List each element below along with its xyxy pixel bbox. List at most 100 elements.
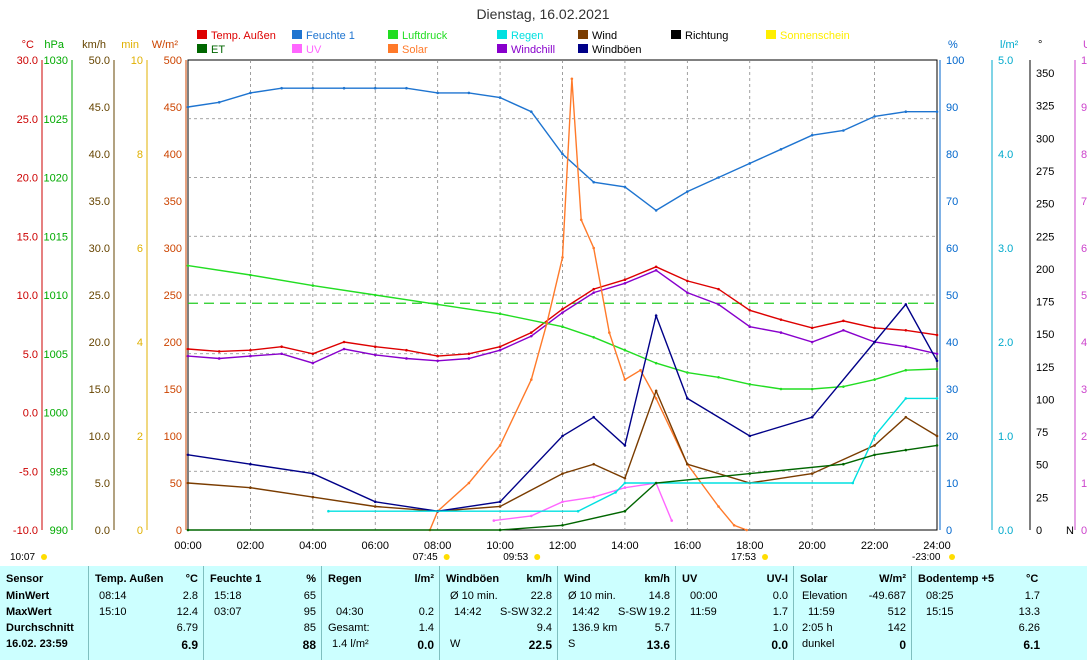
series-point	[529, 514, 533, 518]
solar-max-time: 11:59	[808, 606, 835, 618]
axis-tick-label: 325	[1036, 101, 1054, 113]
legend-swatch	[197, 30, 207, 39]
series-point	[748, 325, 752, 329]
series-point	[851, 481, 855, 485]
axis-tick-label: 20.0	[17, 173, 38, 185]
series-point	[467, 352, 471, 356]
axis-tick-label: 1025	[44, 114, 68, 126]
series-point	[561, 256, 564, 259]
x-tick-label: 16:00	[674, 540, 702, 552]
legend-label: UV	[306, 44, 322, 56]
col-sensor: Sensor MinWert MaxWert Durchschnitt 16.0…	[0, 566, 88, 660]
solar-max-value: 512	[887, 606, 906, 618]
regen-max-time: 04:30	[336, 606, 364, 618]
series-solar	[429, 78, 747, 531]
series-point	[623, 477, 627, 480]
axis-tick-label: 0	[1036, 525, 1042, 537]
boeen-header: Windböen	[446, 573, 500, 585]
series-point	[810, 415, 814, 419]
series-point	[373, 500, 377, 504]
legend-item: Feuchte 1	[292, 30, 355, 42]
series-point	[779, 148, 783, 151]
series-point	[654, 481, 658, 485]
legend-item: ET	[197, 44, 225, 56]
series-point	[529, 331, 533, 334]
sun-marker	[534, 554, 541, 560]
axis-tick-label: 10.0	[17, 290, 38, 302]
series-point	[373, 505, 377, 508]
series-point	[842, 462, 845, 466]
col-uv: UV UV-I 00:00 0.0 11:59 1.7 1.0 0.0	[675, 566, 794, 660]
axis-left-3: 10 8 6 4 2 0 min	[121, 39, 148, 537]
uv-current-value: 0.0	[771, 638, 788, 652]
axis-tick-label: 0	[137, 525, 143, 537]
series-point	[592, 495, 596, 499]
legend-item: Regen	[497, 30, 543, 42]
series-point	[373, 353, 377, 357]
series-point	[436, 303, 439, 306]
label-current: 16.02. 23:59	[6, 638, 68, 650]
series-point	[686, 462, 689, 466]
temp-max-time: 15:10	[99, 606, 127, 618]
grid: 00:00 02:00 04:00 06:00 08:00 10:00 12:00 14:00…	[174, 59, 951, 552]
temp-max-value: 12.4	[176, 606, 198, 618]
annotations: 10:07 07:45 09:53 17:53 -23:00	[10, 552, 956, 563]
feuchte-max-time: 03:07	[214, 606, 242, 618]
series-point	[654, 314, 658, 317]
series-point	[561, 311, 564, 314]
chart-title: Dienstag, 16.02.2021	[476, 6, 609, 22]
solar-current-value: 0	[899, 638, 906, 652]
regen-max-value: 0.2	[418, 606, 434, 618]
feuchte-unit: %	[306, 573, 316, 585]
wind-distance: 136.9 km	[572, 622, 618, 634]
series-point	[217, 350, 221, 353]
axis-tick-label: 125	[1036, 362, 1054, 374]
series-point	[904, 368, 908, 372]
boden-current-value: 6.1	[1023, 638, 1040, 652]
series-point	[717, 505, 720, 508]
axis-tick-label: 8.0	[1081, 149, 1087, 161]
series-regen	[328, 397, 937, 512]
feuchte-min-time: 15:18	[214, 590, 242, 602]
series-point	[592, 336, 596, 339]
series-point	[498, 312, 502, 316]
series-point	[935, 333, 939, 337]
series-point	[280, 352, 283, 356]
series-point	[249, 462, 252, 466]
solar-duration: 2:05 h	[802, 622, 833, 634]
x-tick-label: 10:00	[486, 540, 514, 552]
x-tick-label: 02:00	[237, 540, 265, 552]
series-point	[873, 434, 876, 438]
axis-tick-label: 500	[164, 55, 182, 67]
series-point	[186, 105, 190, 109]
axis-tick-label: 10.0	[1081, 55, 1087, 67]
series-point	[592, 415, 596, 419]
series-point	[623, 481, 627, 485]
series-point	[592, 180, 596, 184]
series-point	[561, 472, 564, 475]
series-point	[280, 345, 283, 349]
axis-tick-label: 25	[1036, 492, 1048, 504]
series-point	[311, 472, 315, 475]
series-wind	[187, 388, 938, 512]
boeen-avg10-label: Ø 10 min.	[450, 590, 498, 602]
regen-total-value: 1.4	[418, 622, 434, 634]
boeen-avg-value: 9.4	[536, 622, 552, 634]
sun-marker	[949, 554, 956, 560]
series-point	[311, 284, 315, 287]
series-point	[592, 462, 596, 466]
series-point	[748, 434, 752, 438]
solar-elevation-value: -49.687	[868, 590, 906, 602]
series-point	[186, 528, 190, 532]
legend-swatch	[578, 30, 588, 39]
axis-tick-label: 3.0	[1081, 384, 1087, 396]
series-point	[686, 279, 689, 283]
series-point	[498, 444, 502, 447]
legend-swatch	[578, 44, 588, 53]
series-point	[623, 348, 627, 352]
series-point	[745, 528, 748, 532]
legend-swatch	[497, 44, 507, 53]
legend-item: Temp. Außen	[197, 30, 276, 42]
legend-label: ET	[211, 44, 225, 56]
